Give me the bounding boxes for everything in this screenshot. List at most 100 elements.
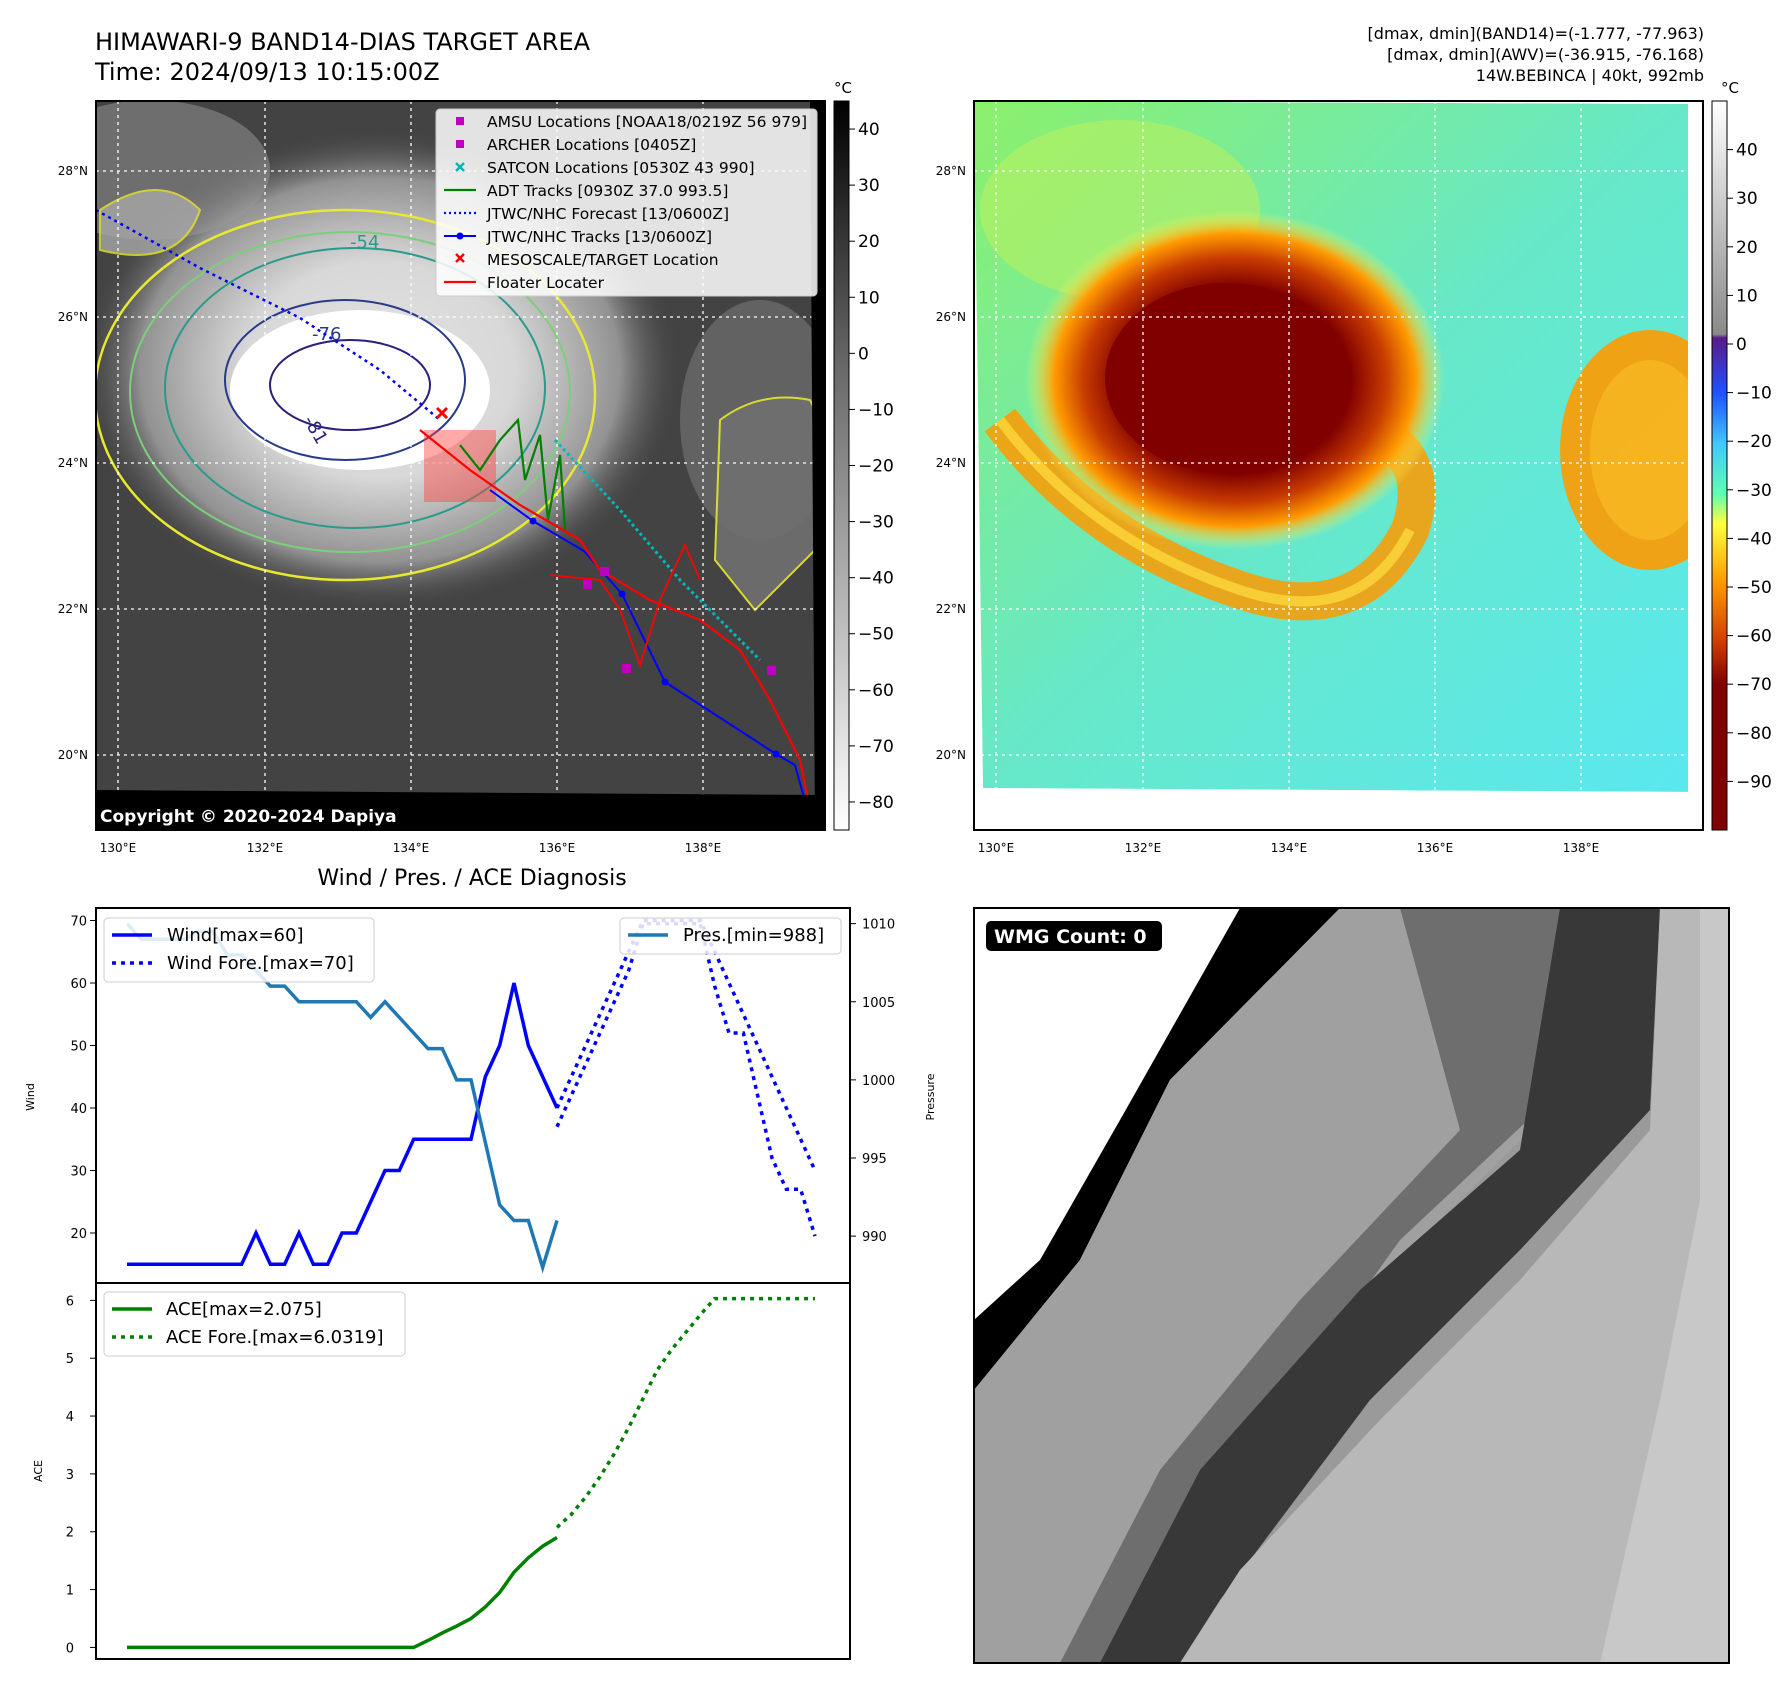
lon-label: 136°E bbox=[1417, 841, 1454, 855]
colorbar-unit: °C bbox=[1721, 79, 1739, 97]
colorbar-tick-label: −10 bbox=[858, 400, 894, 420]
y-tick-label: 3 bbox=[66, 1468, 74, 1483]
colorbar-tick-label: 10 bbox=[1736, 286, 1758, 306]
legend-item-label: ACE[max=2.075] bbox=[166, 1299, 322, 1320]
lat-label: 26°N bbox=[58, 310, 88, 324]
lat-label: 20°N bbox=[936, 748, 966, 762]
legend-marker-x bbox=[455, 162, 465, 172]
legend-item-label: SATCON Locations [0530Z 43 990] bbox=[487, 159, 755, 177]
map-legend: AMSU Locations [NOAA18/0219Z 56 979] ARC… bbox=[435, 108, 818, 297]
lon-label: 136°E bbox=[539, 841, 576, 855]
lat-label: 20°N bbox=[58, 748, 88, 762]
legend-marker-square bbox=[456, 117, 464, 125]
y-tick-label: 6 bbox=[66, 1294, 74, 1309]
lon-label: 138°E bbox=[1563, 841, 1600, 855]
y-axis-label: Wind bbox=[24, 1083, 37, 1111]
wmg-count-label: WMG Count: 0 bbox=[994, 926, 1147, 948]
colorbar-tick-label: 20 bbox=[1736, 238, 1758, 258]
right-map: 28°N 26°N 24°N 22°N 20°N 130°E 132°E 134… bbox=[936, 79, 1772, 855]
lat-label: 24°N bbox=[936, 456, 966, 470]
contour-label: -54 bbox=[350, 232, 379, 253]
y-tick-label: 70 bbox=[70, 915, 87, 930]
lat-label: 28°N bbox=[936, 164, 966, 178]
wind-legend: Wind[max=60] Wind Fore.[max=70] bbox=[103, 917, 375, 983]
legend-marker-square bbox=[456, 140, 464, 148]
legend-item-label: MESOSCALE/TARGET Location bbox=[487, 251, 719, 269]
lon-label: 134°E bbox=[393, 841, 430, 855]
colorbar-tick-label: −80 bbox=[1736, 724, 1772, 744]
lon-label: 130°E bbox=[978, 841, 1015, 855]
colorbar-tick-label: −20 bbox=[1736, 432, 1772, 452]
y-tick-label-right: 1010 bbox=[862, 918, 895, 933]
y-tick-label: 40 bbox=[70, 1102, 87, 1117]
lon-label: 132°E bbox=[247, 841, 284, 855]
colorbar-tick-label: 0 bbox=[1736, 335, 1747, 355]
pressure-legend: Pres.[min=988] bbox=[619, 917, 842, 955]
legend-item-label: JTWC/NHC Forecast [13/0600Z] bbox=[486, 205, 729, 223]
y-tick-label: 1 bbox=[66, 1584, 74, 1599]
colorbar-tick-label: −40 bbox=[858, 569, 894, 589]
lon-label: 130°E bbox=[100, 841, 137, 855]
legend-item-label: JTWC/NHC Tracks [13/0600Z] bbox=[486, 228, 712, 246]
colorbar-tick-label: 30 bbox=[858, 176, 880, 196]
wind-pressure-chart: Wind / Pres. / ACE Diagnosis Wind Pressu… bbox=[24, 866, 937, 1284]
lon-label: 134°E bbox=[1271, 841, 1308, 855]
info-storm: 14W.BEBINCA | 40kt, 992mb bbox=[1476, 66, 1704, 85]
lon-label: 138°E bbox=[685, 841, 722, 855]
colorbar-tick-label: −60 bbox=[858, 681, 894, 701]
legend-marker-line-dot bbox=[444, 232, 476, 240]
y-axis-label-right: Pressure bbox=[924, 1073, 937, 1120]
colorbar-tick-label: 0 bbox=[858, 344, 869, 364]
colorbar-tick-label: −30 bbox=[1736, 481, 1772, 501]
lat-label: 28°N bbox=[58, 164, 88, 178]
series-line bbox=[555, 918, 817, 1172]
colorbar-tick-label: −60 bbox=[1736, 627, 1772, 647]
lon-label: 132°E bbox=[1125, 841, 1162, 855]
colorbar-tick-label: 40 bbox=[858, 120, 880, 140]
colorbar-tick-label: −70 bbox=[858, 737, 894, 757]
legend-item-label: Pres.[min=988] bbox=[683, 925, 824, 946]
y-tick-label: 2 bbox=[66, 1526, 74, 1541]
colorbar-tick-label: 30 bbox=[1736, 189, 1758, 209]
legend-item-label: Floater Locater bbox=[487, 274, 605, 292]
ace-chart: ACE 0 1 2 3 4 5 6 ACE[max=2.075] ACE Fore.[max… bbox=[32, 1282, 851, 1660]
colorbar-tick-label: −30 bbox=[858, 513, 894, 533]
legend-item-label: ADT Tracks [0930Z 37.0 993.5] bbox=[487, 182, 728, 200]
colorbar-tick-label: −20 bbox=[858, 457, 894, 477]
legend-item-label: ACE Fore.[max=6.0319] bbox=[166, 1327, 384, 1348]
y-tick-label-right: 995 bbox=[862, 1152, 887, 1167]
colorbar-tick-label: −80 bbox=[858, 793, 894, 813]
colorbar-tick-label: 10 bbox=[858, 288, 880, 308]
y-tick-label-right: 1005 bbox=[862, 996, 895, 1011]
left-map: -54 -76 -81 bbox=[58, 79, 894, 855]
lat-label: 26°N bbox=[936, 310, 966, 324]
copyright: Copyright © 2020-2024 Dapiya bbox=[100, 807, 397, 827]
y-tick-label: 60 bbox=[70, 977, 87, 992]
y-tick-label-right: 1000 bbox=[862, 1074, 895, 1089]
y-tick-label: 20 bbox=[70, 1227, 87, 1242]
right-colorbar: °C 40 30 20 10 0 −10 −20 −30 −40 −50 −60 −70 −80 −90 bbox=[1711, 79, 1772, 831]
y-tick-label: 4 bbox=[66, 1410, 74, 1425]
series-line bbox=[127, 982, 559, 1266]
figure-time: Time: 2024/09/13 10:15:00Z bbox=[94, 58, 440, 86]
colorbar-tick-label: −40 bbox=[1736, 529, 1772, 549]
colorbar-tick-label: 40 bbox=[1736, 141, 1758, 161]
y-tick-label: 5 bbox=[66, 1352, 74, 1367]
colorbar-tick-label: −50 bbox=[858, 625, 894, 645]
colorbar-tick-label: 20 bbox=[858, 232, 880, 252]
ace-legend: ACE[max=2.075] ACE Fore.[max=6.0319] bbox=[103, 1291, 406, 1357]
legend-item-label: AMSU Locations [NOAA18/0219Z 56 979] bbox=[487, 113, 807, 131]
colorbar-unit: °C bbox=[834, 79, 852, 97]
legend-item-label: ARCHER Locations [0405Z] bbox=[487, 136, 696, 154]
y-tick-label: 50 bbox=[70, 1040, 87, 1055]
lat-label: 22°N bbox=[58, 602, 88, 616]
colorbar-tick-label: −90 bbox=[1736, 772, 1772, 792]
y-tick-label: 0 bbox=[66, 1641, 74, 1656]
chart-title: Wind / Pres. / ACE Diagnosis bbox=[317, 866, 626, 891]
series-line bbox=[555, 1296, 815, 1529]
colorbar-tick-label: −50 bbox=[1736, 578, 1772, 598]
legend-item-label: Wind[max=60] bbox=[167, 925, 304, 946]
figure-title: HIMAWARI-9 BAND14-DIAS TARGET AREA bbox=[95, 28, 591, 56]
y-tick-label: 30 bbox=[70, 1165, 87, 1180]
